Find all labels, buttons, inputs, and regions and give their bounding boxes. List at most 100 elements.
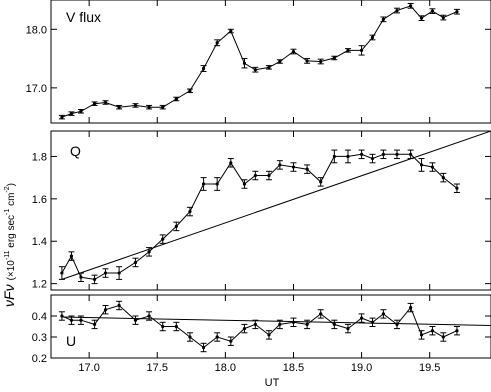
panel-vflux-data-point bbox=[359, 48, 364, 52]
panel-u-data-point bbox=[346, 327, 350, 331]
panel-vflux-data-point bbox=[332, 56, 336, 60]
panel-vflux-series-line bbox=[61, 5, 458, 118]
panel-vflux-label: V flux bbox=[66, 9, 101, 25]
panel-u-data-point bbox=[430, 329, 435, 333]
x-tick-label: 17.5 bbox=[147, 362, 168, 374]
panel-vflux-data-point bbox=[161, 105, 165, 109]
panel-q-data-point bbox=[253, 173, 257, 178]
panel-q-ytick-label: 1.6 bbox=[32, 194, 47, 206]
y-axis-label-unit-exp3: -2 bbox=[4, 186, 11, 192]
panel-u-data-point bbox=[117, 303, 121, 308]
panel-u-data-point bbox=[174, 324, 178, 329]
panel-u-data-point bbox=[395, 322, 399, 326]
panel-vflux-data-point bbox=[278, 59, 282, 64]
panel-q-series-line bbox=[61, 153, 458, 280]
panel-vflux-data-point bbox=[242, 61, 247, 65]
panel-q-data-point bbox=[359, 152, 364, 156]
panel-u-data-point bbox=[229, 339, 233, 343]
panel-u-fit-line bbox=[61, 316, 491, 326]
panel-q-data-point bbox=[370, 156, 375, 161]
panel-u-data-point bbox=[332, 322, 336, 326]
panel-q-data-point bbox=[319, 180, 323, 184]
panel-vflux-data-point bbox=[419, 16, 424, 20]
panel-q-data-point bbox=[430, 165, 435, 169]
panel-q-label: Q bbox=[70, 143, 81, 159]
panel-u-data-point bbox=[201, 345, 206, 350]
panel-u-data-point bbox=[419, 333, 424, 337]
panel-q-data-point bbox=[242, 182, 247, 186]
panel-vflux-ytick-label: 18.0 bbox=[26, 24, 47, 36]
panel-u-data-point bbox=[319, 312, 323, 316]
panel-q-data-point bbox=[60, 271, 64, 275]
panel-vflux-data-point bbox=[69, 112, 74, 116]
panel-q-frame bbox=[50, 130, 491, 291]
panel-vflux: 17.0 18.0 V flux bbox=[26, 0, 491, 124]
panel-u-data-point bbox=[441, 335, 445, 339]
panel-u-data-point bbox=[242, 327, 247, 331]
panel-q-data-point bbox=[419, 163, 424, 167]
panel-q-data-point bbox=[409, 152, 413, 156]
panel-u-data-point bbox=[215, 335, 219, 339]
panel-u-ytick-label: 0.2 bbox=[32, 353, 47, 365]
panel-vflux-data-point bbox=[133, 103, 138, 108]
panel-q-data-point bbox=[79, 275, 83, 279]
panel-u-data-point bbox=[92, 322, 97, 326]
panel-vflux-data-point bbox=[409, 4, 413, 8]
panel-q-data-point bbox=[381, 152, 385, 156]
panel-u-frame bbox=[50, 294, 491, 359]
panel-q-data-point bbox=[133, 260, 138, 265]
panel-u-data-point bbox=[60, 314, 64, 318]
panel-vflux-data-point bbox=[430, 9, 435, 13]
panel-q-data-point bbox=[117, 271, 121, 275]
panel-vflux-data-point bbox=[305, 59, 309, 63]
panel-vflux-data-point bbox=[381, 17, 385, 21]
y-axis-label-unit-suffix: erg sec bbox=[6, 215, 17, 251]
panel-q-data-point bbox=[305, 167, 309, 171]
panel-u-data-point bbox=[291, 320, 296, 324]
panel-q-data-point bbox=[161, 237, 165, 241]
panel-u-data-point bbox=[278, 322, 282, 326]
panel-vflux-data-point bbox=[117, 105, 121, 109]
panel-q-data-point bbox=[69, 254, 74, 258]
panel-q-data-point bbox=[188, 209, 192, 214]
panel-vflux-data-point bbox=[92, 102, 97, 106]
panel-q-ytick-label: 1.2 bbox=[32, 279, 47, 291]
panel-q-data-point bbox=[346, 154, 350, 159]
panel-u-data-point bbox=[359, 316, 364, 320]
panel-q-ytick-label: 1.4 bbox=[32, 236, 47, 248]
y-axis-label-unit-prefix: (×10 bbox=[6, 260, 17, 281]
panel-u-series-line bbox=[61, 304, 458, 349]
y-axis-label-main: νFν bbox=[1, 284, 17, 307]
panel-vflux-data-point bbox=[346, 48, 350, 52]
x-tick-label: 19.5 bbox=[419, 362, 440, 374]
panel-vflux-data-point bbox=[174, 97, 178, 101]
panel-u-ytick-label: 0.4 bbox=[32, 311, 47, 323]
panel-q-data-point bbox=[174, 224, 178, 228]
panel-q-data-point bbox=[92, 277, 97, 281]
panel-q-data-point bbox=[147, 250, 151, 254]
y-axis-label-unit-exp: -11 bbox=[4, 250, 11, 260]
panel-u: 0.2 0.3 0.4 U bbox=[32, 294, 491, 365]
panel-q-data-point bbox=[267, 173, 271, 178]
panel-vflux-data-point bbox=[319, 59, 323, 64]
x-tick-label: 19.0 bbox=[351, 362, 372, 374]
panel-q-data-point bbox=[103, 271, 108, 275]
panel-q: 1.2 1.4 1.6 1.8 Q bbox=[32, 130, 491, 291]
panel-vflux-data-point bbox=[370, 35, 375, 40]
panel-q-data-point bbox=[291, 165, 296, 169]
x-axis-label: UT bbox=[265, 377, 280, 389]
panel-vflux-data-point bbox=[253, 68, 257, 72]
y-axis-label-unit-exp2: -1 bbox=[4, 209, 11, 215]
x-tick-label: 18.5 bbox=[283, 362, 304, 374]
panel-u-data-point bbox=[147, 314, 151, 318]
panel-vflux-data-point bbox=[188, 89, 192, 93]
panel-q-fit-line bbox=[61, 131, 491, 280]
panel-u-data-point bbox=[79, 318, 83, 322]
panel-q-data-point bbox=[395, 152, 399, 156]
panel-vflux-data-point bbox=[103, 100, 108, 105]
panel-q-data-point bbox=[229, 161, 233, 165]
panel-vflux-data-point bbox=[79, 109, 83, 113]
panel-u-label: U bbox=[66, 333, 76, 349]
y-axis-label: νFν (×10-11 erg sec-1 cm-2) bbox=[1, 183, 17, 307]
